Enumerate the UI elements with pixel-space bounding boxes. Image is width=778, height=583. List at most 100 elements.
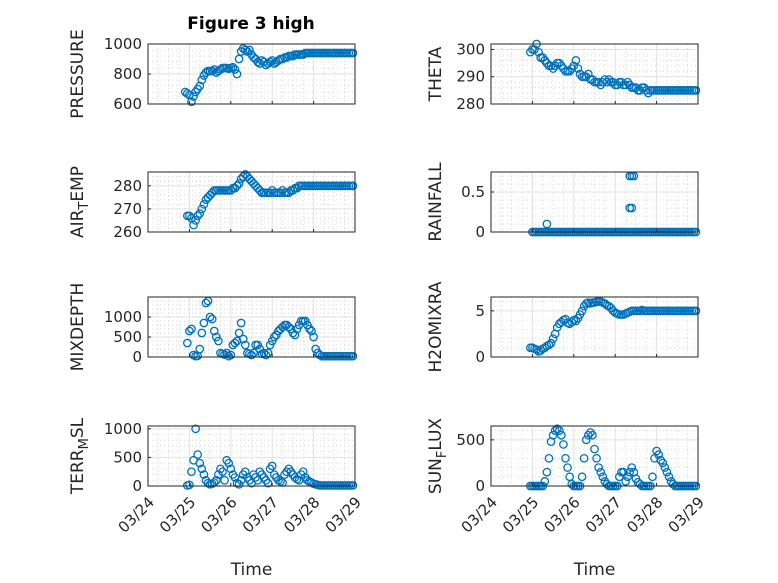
y-tick-label: 280: [456, 95, 485, 113]
y-axis-label: H2OMIXRA: [426, 281, 446, 372]
data-point: [590, 444, 599, 454]
data-point: [187, 97, 196, 107]
data-point: [546, 338, 556, 348]
y-tick-label: 1000: [104, 420, 142, 438]
data-point: [269, 332, 279, 342]
data-point: [641, 86, 651, 95]
data-point: [185, 480, 194, 490]
x-tick-label: 03/24: [115, 493, 158, 536]
data-point: [540, 56, 550, 65]
plot-area: [491, 426, 698, 486]
data-point: [226, 464, 236, 474]
data-point: [309, 332, 318, 342]
data-point: [216, 65, 225, 74]
data-point: [197, 464, 207, 474]
data-point: [201, 68, 211, 77]
data-point: [278, 322, 287, 332]
y-tick-label: 0: [475, 223, 485, 241]
subplot-2: 280 290 300 THETA: [426, 39, 701, 113]
data-point: [571, 56, 581, 65]
data-point: [592, 453, 601, 463]
data-point: [197, 328, 207, 338]
data-point: [554, 426, 564, 435]
plot-area: [491, 172, 698, 232]
data-point: [193, 211, 203, 221]
data-point: [648, 472, 657, 482]
data-point: [224, 458, 234, 468]
data-point: [662, 467, 672, 477]
data-point: [232, 69, 242, 79]
data-point: [195, 344, 205, 354]
subplot-5: 0 500 1000 MIXDEPTH: [68, 283, 358, 372]
data-point: [557, 61, 566, 71]
y-tick-label: 500: [113, 448, 142, 466]
data-point: [532, 345, 541, 354]
data-point: [226, 186, 236, 195]
data-point: [573, 64, 583, 73]
x-tick-label: 03/28: [623, 493, 666, 536]
data-point: [267, 461, 277, 471]
data-point: [199, 318, 209, 328]
x-tick-label: 03/27: [239, 493, 282, 536]
data-point: [189, 220, 198, 230]
data-point: [623, 472, 632, 482]
x-tick-label: 03/27: [582, 493, 625, 536]
data-point: [234, 328, 244, 338]
data-point: [588, 430, 597, 440]
data-point: [579, 453, 589, 463]
data-point: [348, 48, 358, 58]
y-tick-label: 290: [456, 68, 485, 86]
data-point: [540, 477, 550, 486]
data-point: [598, 472, 608, 482]
subplots: 600 800 1000 PRESSURE 280 290 300 THETA 260 270 28…: [68, 29, 708, 580]
data-point: [191, 424, 200, 434]
data-point: [232, 181, 242, 191]
data-point: [583, 69, 593, 79]
data-point: [621, 477, 630, 486]
data-point: [226, 350, 236, 360]
x-tick-label: 03/29: [665, 493, 708, 536]
data-point: [288, 186, 298, 195]
subplot-3: 260 270 280 AIRTEMP: [68, 166, 358, 241]
y-axis-label: MIXDEPTH: [68, 283, 88, 372]
data-point: [205, 312, 215, 322]
data-point: [623, 77, 632, 87]
y-tick-label: 0: [132, 348, 142, 366]
data-point: [240, 340, 250, 350]
data-point: [627, 463, 637, 472]
data-point: [627, 203, 637, 213]
data-point: [182, 338, 192, 348]
data-point: [261, 350, 271, 360]
axes-box: [147, 171, 356, 233]
data-point: [240, 45, 250, 55]
data-point: [199, 470, 209, 479]
x-axis-label: Time: [230, 560, 273, 580]
subplot-4: 0 0.5 RAINFALL: [426, 162, 701, 242]
data-point: [284, 188, 294, 198]
data-point: [554, 58, 564, 68]
data-point: [290, 330, 300, 340]
y-axis-label: SUNFLUX: [426, 418, 450, 495]
data-point: [230, 65, 240, 74]
data-point: [348, 181, 358, 191]
data-point: [276, 188, 285, 198]
data-point: [567, 64, 577, 73]
data-point: [201, 298, 211, 308]
y-axis-label: TERRMSL: [68, 417, 92, 495]
plot-area: [148, 297, 355, 357]
data-point: [548, 334, 558, 343]
data-point: [191, 216, 200, 225]
data-point: [563, 463, 572, 472]
data-point: [185, 211, 194, 221]
data-point: [559, 440, 568, 449]
data-point: [552, 424, 562, 434]
data-point: [565, 66, 575, 76]
data-point: [691, 86, 701, 95]
data-point: [544, 340, 554, 350]
data-point: [288, 51, 298, 61]
data-point: [220, 350, 229, 359]
x-tick-label: 03/29: [322, 493, 365, 536]
y-tick-label: 1000: [104, 35, 142, 53]
y-tick-label: 1000: [104, 308, 142, 326]
data-point: [187, 467, 196, 477]
